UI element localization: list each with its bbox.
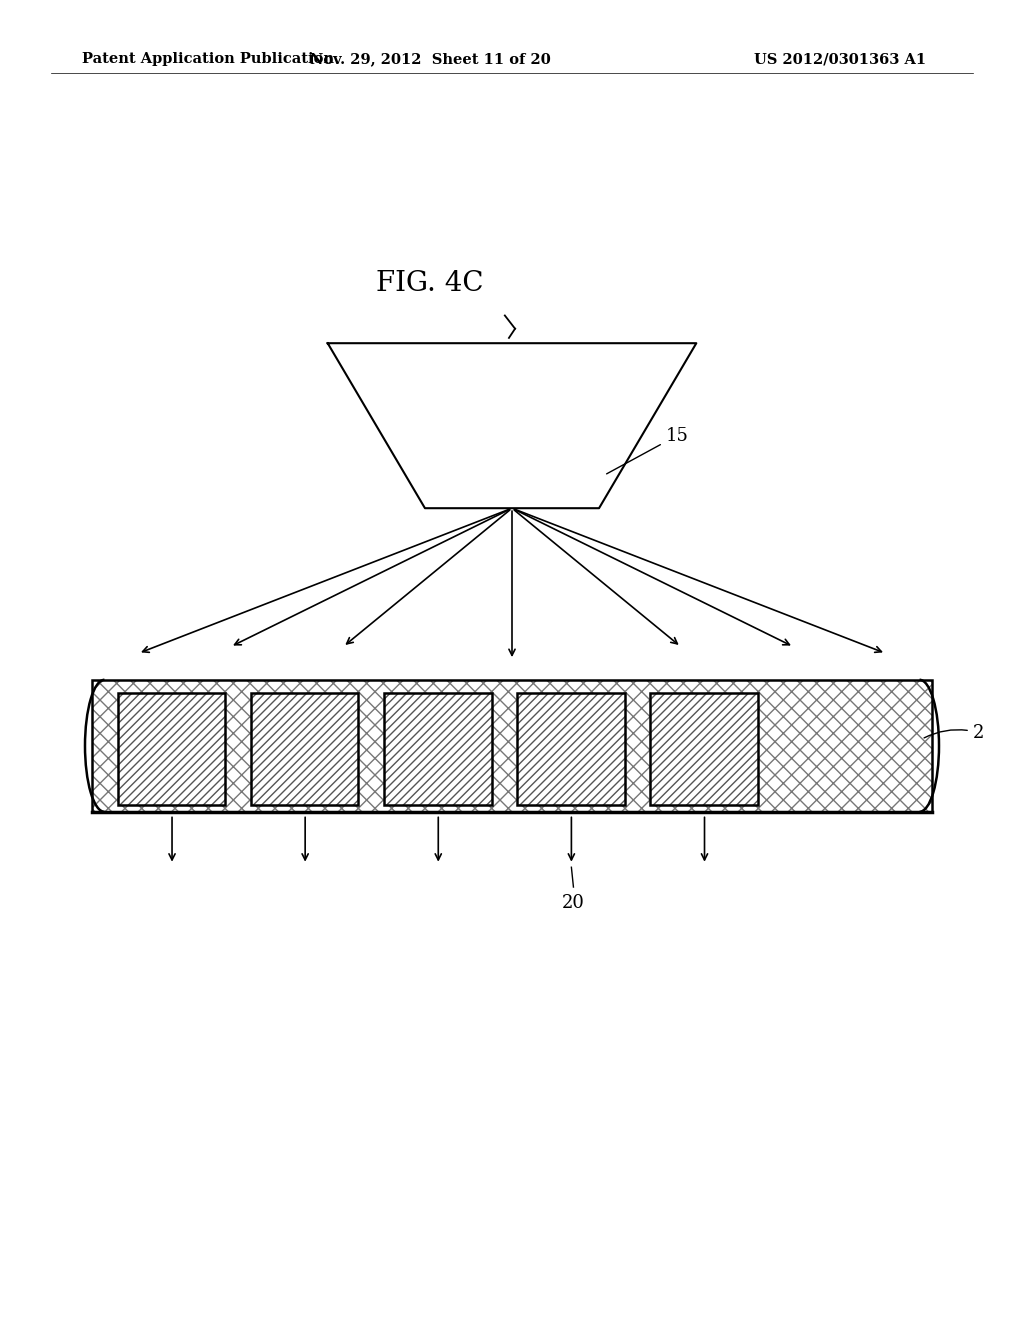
Bar — [517, 693, 625, 805]
Bar — [92, 680, 932, 812]
Bar — [384, 693, 492, 805]
Text: Nov. 29, 2012  Sheet 11 of 20: Nov. 29, 2012 Sheet 11 of 20 — [309, 53, 551, 66]
Bar — [118, 693, 225, 805]
Bar — [650, 693, 758, 805]
Polygon shape — [328, 343, 696, 508]
Text: FIG. 4C: FIG. 4C — [377, 271, 483, 297]
Bar — [517, 693, 625, 805]
Text: Patent Application Publication: Patent Application Publication — [82, 53, 334, 66]
Bar — [118, 693, 225, 805]
Bar — [517, 693, 625, 805]
Bar — [384, 693, 492, 805]
Bar — [251, 693, 358, 805]
Text: US 2012/0301363 A1: US 2012/0301363 A1 — [754, 53, 926, 66]
Text: 20: 20 — [562, 894, 585, 912]
Text: 2: 2 — [924, 723, 984, 742]
Bar — [92, 680, 932, 812]
Bar — [92, 680, 932, 812]
Text: 15: 15 — [606, 426, 688, 474]
Bar — [118, 693, 225, 805]
Bar — [384, 693, 492, 805]
Bar — [650, 693, 758, 805]
Bar — [251, 693, 358, 805]
Bar — [650, 693, 758, 805]
Bar — [251, 693, 358, 805]
